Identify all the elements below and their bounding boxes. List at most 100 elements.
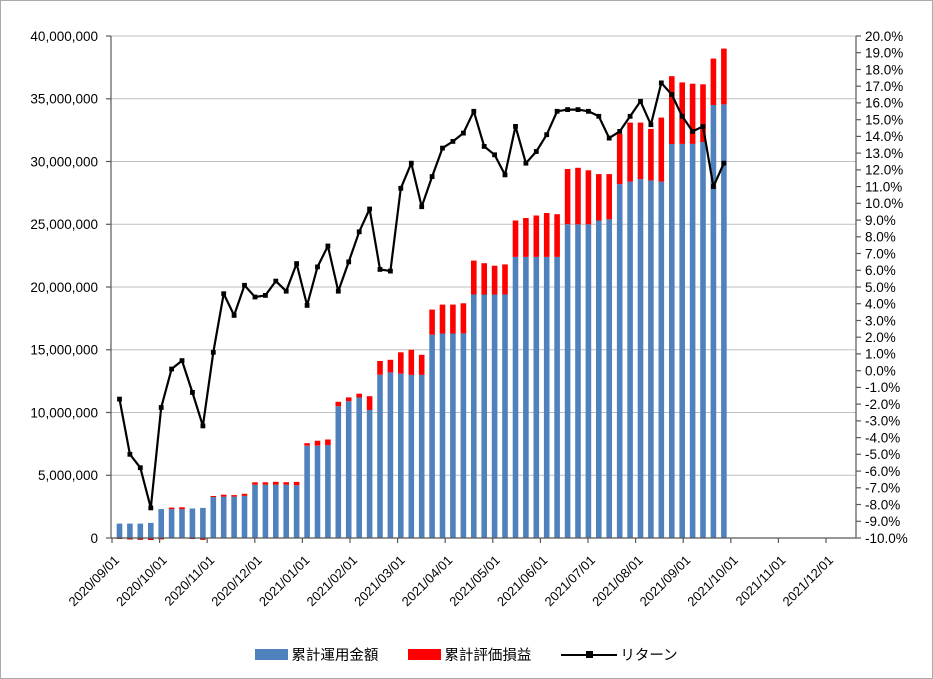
bar-invested[interactable]: [241, 496, 248, 538]
bar-invested[interactable]: [231, 496, 237, 538]
bar-gain[interactable]: [533, 215, 540, 257]
bar-invested[interactable]: [168, 509, 175, 538]
bar-gain[interactable]: [398, 352, 404, 374]
bar-gain[interactable]: [523, 218, 529, 257]
bar-invested[interactable]: [387, 372, 394, 538]
bar-invested[interactable]: [293, 485, 300, 538]
bar-gain[interactable]: [293, 481, 300, 486]
bar-gain[interactable]: [471, 260, 477, 295]
bar-invested[interactable]: [335, 406, 342, 538]
bar-invested[interactable]: [148, 522, 154, 538]
bar-gain[interactable]: [637, 122, 644, 180]
bar-gain[interactable]: [387, 359, 394, 373]
bar-invested[interactable]: [658, 181, 665, 538]
bar-invested[interactable]: [158, 509, 164, 538]
bar-invested[interactable]: [523, 256, 529, 538]
bar-invested[interactable]: [200, 507, 206, 538]
bar-invested[interactable]: [502, 294, 508, 539]
bar-gain[interactable]: [335, 401, 342, 407]
bar-invested[interactable]: [543, 256, 550, 538]
bar-invested[interactable]: [648, 180, 654, 539]
bar-invested[interactable]: [252, 484, 258, 538]
bar-invested[interactable]: [356, 397, 362, 538]
bar-invested[interactable]: [721, 104, 727, 539]
bar-invested[interactable]: [679, 143, 685, 538]
bar-invested[interactable]: [314, 445, 321, 538]
bar-gain[interactable]: [585, 170, 592, 225]
bar-invested[interactable]: [179, 509, 185, 538]
bar-invested[interactable]: [669, 143, 675, 538]
bar-invested[interactable]: [606, 219, 612, 538]
bar-invested[interactable]: [512, 256, 519, 538]
legend-item-return[interactable]: リターン: [561, 644, 678, 665]
bar-gain[interactable]: [669, 76, 675, 144]
bar-invested[interactable]: [596, 220, 602, 539]
bar-gain[interactable]: [502, 264, 508, 295]
bar-gain[interactable]: [512, 220, 519, 257]
bar-loss[interactable]: [148, 538, 154, 540]
bar-invested[interactable]: [366, 410, 373, 538]
bar-gain[interactable]: [377, 361, 383, 375]
legend-item-invested[interactable]: 累計運用金額: [255, 644, 378, 665]
bar-gain[interactable]: [564, 169, 571, 225]
bar-gain[interactable]: [179, 507, 185, 510]
bar-gain[interactable]: [481, 263, 487, 295]
bar-gain[interactable]: [543, 213, 550, 257]
bar-invested[interactable]: [575, 224, 581, 539]
bar-invested[interactable]: [710, 105, 717, 538]
bar-gain[interactable]: [220, 494, 227, 497]
bar-gain[interactable]: [700, 84, 706, 142]
bar-gain[interactable]: [241, 493, 248, 496]
bar-invested[interactable]: [408, 374, 415, 538]
bar-invested[interactable]: [210, 496, 217, 538]
bar-gain[interactable]: [356, 393, 362, 398]
bar-invested[interactable]: [398, 373, 404, 538]
bar-invested[interactable]: [700, 142, 706, 538]
bar-gain[interactable]: [554, 214, 560, 257]
bar-gain[interactable]: [273, 481, 279, 485]
bar-invested[interactable]: [325, 445, 331, 538]
bar-gain[interactable]: [710, 58, 717, 105]
bar-gain[interactable]: [304, 443, 310, 446]
bar-invested[interactable]: [283, 484, 289, 538]
bar-invested[interactable]: [585, 224, 592, 539]
bar-invested[interactable]: [273, 484, 279, 538]
bar-invested[interactable]: [564, 224, 571, 539]
bar-gain[interactable]: [408, 349, 415, 375]
bar-gain[interactable]: [262, 482, 269, 485]
bar-invested[interactable]: [116, 523, 123, 538]
bar-gain[interactable]: [168, 507, 175, 510]
bar-invested[interactable]: [481, 294, 487, 539]
bar-gain[interactable]: [283, 482, 289, 485]
bar-gain[interactable]: [491, 265, 498, 295]
bar-gain[interactable]: [679, 82, 685, 144]
bar-gain[interactable]: [606, 174, 612, 220]
bar-gain[interactable]: [429, 309, 435, 335]
bar-gain[interactable]: [231, 495, 237, 497]
bar-invested[interactable]: [450, 333, 456, 538]
bar-invested[interactable]: [533, 256, 540, 538]
bar-gain[interactable]: [596, 174, 602, 221]
bar-invested[interactable]: [189, 508, 196, 539]
bar-invested[interactable]: [429, 334, 435, 538]
bar-gain[interactable]: [314, 440, 321, 446]
bar-invested[interactable]: [127, 523, 133, 538]
bar-invested[interactable]: [137, 523, 144, 538]
bar-invested[interactable]: [627, 181, 633, 538]
bar-invested[interactable]: [262, 484, 269, 538]
bar-gain[interactable]: [616, 133, 623, 185]
bar-gain[interactable]: [210, 496, 217, 497]
bar-gain[interactable]: [648, 128, 654, 181]
bar-loss[interactable]: [137, 538, 144, 540]
bar-invested[interactable]: [377, 374, 383, 538]
bar-invested[interactable]: [439, 333, 446, 538]
bar-gain[interactable]: [325, 439, 331, 446]
bar-loss[interactable]: [127, 538, 133, 540]
bar-loss[interactable]: [200, 538, 206, 540]
bar-invested[interactable]: [220, 496, 227, 538]
bar-gain[interactable]: [345, 397, 352, 402]
bar-invested[interactable]: [471, 294, 477, 539]
bar-gain[interactable]: [627, 122, 633, 182]
bar-invested[interactable]: [460, 333, 467, 538]
bar-invested[interactable]: [345, 401, 352, 538]
